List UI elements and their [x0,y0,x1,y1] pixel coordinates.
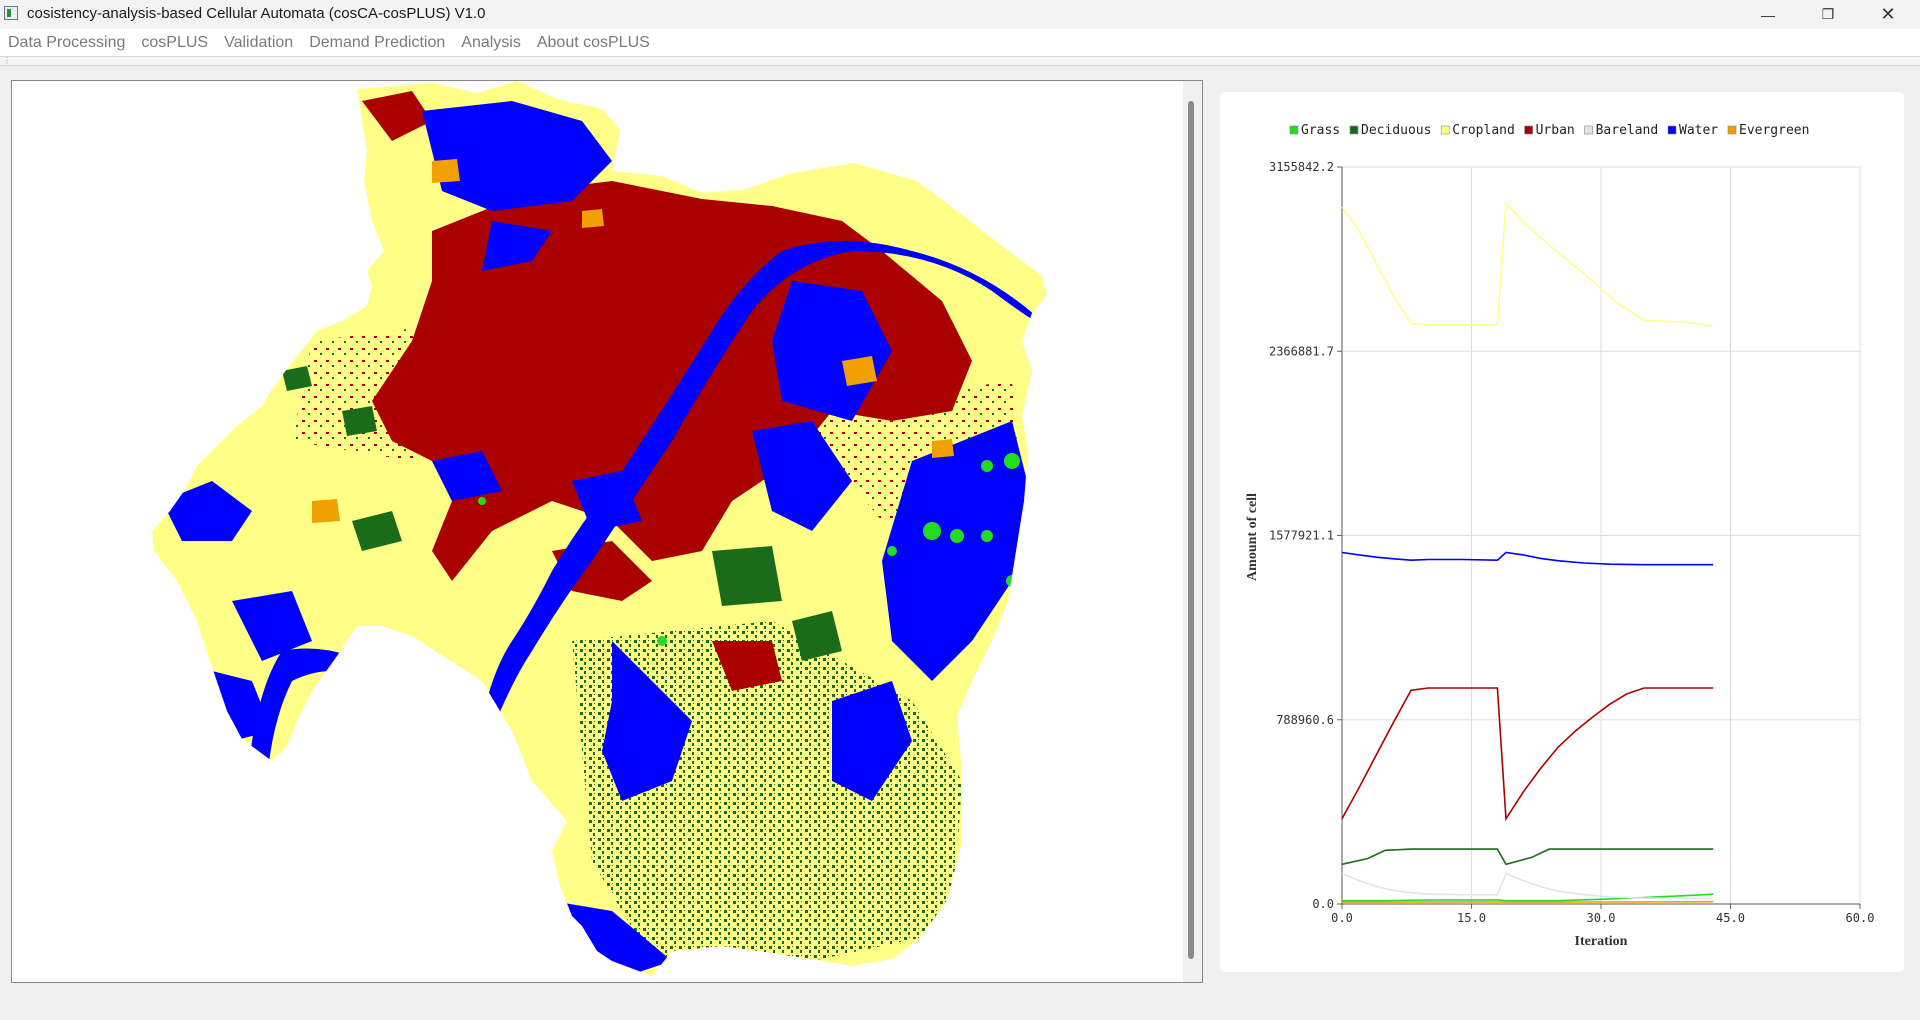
legend-swatch-urban [1524,125,1533,135]
maximize-button[interactable]: ❐ [1821,6,1835,22]
legend-swatch-deciduous [1349,125,1359,135]
menu-cosplus[interactable]: cosPLUS [141,33,209,51]
x-tick-label: 15.0 [1457,911,1486,925]
chart-panel: Grass Deciduous Cropland Urban Bareland Water… [1220,92,1904,972]
chart-series [1341,201,1714,903]
legend-swatch-grass [1289,125,1299,135]
legend-swatch-evergreen [1727,125,1737,135]
x-tick-label: 30.0 [1587,911,1616,925]
y-tick-label: 2366881.7 [1269,344,1334,358]
title-bar: cosistency-analysis-based Cellular Autom… [0,0,1920,29]
land-use-map[interactable] [12,81,1182,982]
series-line-urban [1341,687,1714,822]
legend-label-cropland: Cropland [1452,123,1515,138]
legend-label-water: Water [1679,123,1718,138]
series-line-water [1341,551,1714,566]
x-axis-label: Iteration [1575,934,1628,949]
y-tick-label: 0.0 [1312,897,1334,911]
app-icon [4,6,18,20]
map-vertical-scrollbar[interactable] [1183,81,1202,982]
close-button[interactable]: ✕ [1880,4,1896,24]
y-tick-label: 3155842.2 [1269,160,1334,174]
series-line-bareland [1341,872,1714,900]
y-axis-label: Amount of cell [1245,493,1260,581]
legend-swatch-bareland [1584,125,1593,135]
series-line-grass [1342,893,1714,902]
toolbar-grip-icon[interactable]: ⋮ [3,56,11,65]
series-line-deciduous [1341,848,1714,866]
map-scroll-thumb[interactable] [1188,101,1194,959]
x-tick-label: 0.0 [1331,911,1353,925]
window-title: cosistency-analysis-based Cellular Autom… [27,5,486,22]
menu-bar: Data Processing cosPLUS Validation Deman… [0,29,1920,56]
menu-validation[interactable]: Validation [224,33,294,51]
legend-swatch-water [1667,125,1677,135]
menu-data-processing[interactable]: Data Processing [8,33,126,51]
legend-label-grass: Grass [1301,123,1340,138]
legend-swatch-cropland [1440,125,1450,135]
x-tick-label: 45.0 [1716,911,1745,925]
menu-analysis[interactable]: Analysis [461,33,521,51]
legend-label-evergreen: Evergreen [1739,123,1809,138]
series-line-cropland [1341,201,1714,327]
chart-legend: Grass Deciduous Cropland Urban Bareland Water… [1289,123,1809,138]
iteration-chart: Grass Deciduous Cropland Urban Bareland Water… [1245,123,1874,949]
toolbar-strip: ⋮ [0,56,1920,66]
x-tick-label: 60.0 [1846,911,1875,925]
map-view[interactable] [11,80,1203,983]
chart-axes: 0.0 788960.6 1577921.1 2366881.7 3155842.2 0.… [1269,160,1874,925]
legend-label-urban: Urban [1536,123,1575,138]
y-tick-label: 1577921.1 [1269,529,1334,543]
legend-label-deciduous: Deciduous [1361,123,1431,138]
minimize-button[interactable]: — [1761,6,1775,23]
chart-grid [1341,166,1861,905]
menu-about-cosplus[interactable]: About cosPLUS [536,33,650,51]
legend-label-bareland: Bareland [1596,123,1659,138]
y-tick-label: 788960.6 [1276,713,1334,727]
menu-demand-prediction[interactable]: Demand Prediction [309,33,446,51]
